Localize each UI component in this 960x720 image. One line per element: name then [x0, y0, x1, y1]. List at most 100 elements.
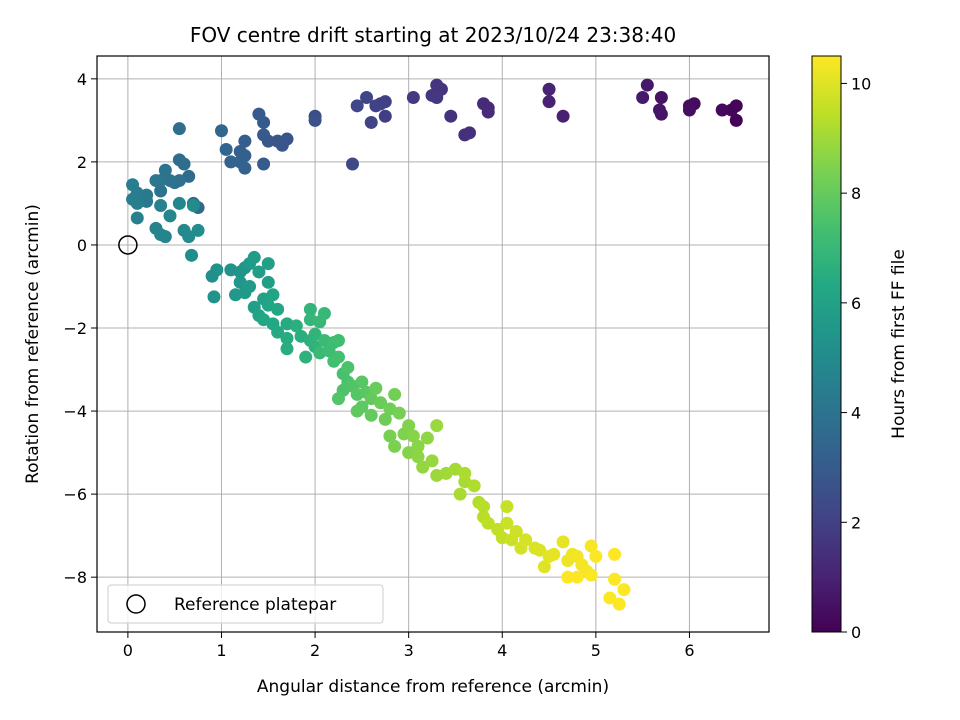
data-point — [224, 155, 238, 169]
x-axis-label: Angular distance from reference (arcmin) — [257, 677, 609, 697]
data-point — [519, 533, 533, 547]
data-point — [130, 211, 144, 225]
y-axis-ticks: −8 −6 −4 −2 0 2 4 — [63, 70, 97, 587]
legend: Reference platepar — [107, 584, 384, 624]
y-tick-label: −4 — [63, 402, 87, 421]
data-point — [210, 263, 224, 277]
data-point — [191, 223, 205, 237]
legend-marker — [126, 594, 146, 614]
data-point — [299, 350, 313, 364]
data-point — [233, 145, 247, 159]
data-point — [402, 419, 416, 433]
data-point — [729, 113, 743, 127]
data-point — [360, 91, 374, 105]
data-point — [261, 275, 275, 289]
y-tick-label: −2 — [63, 319, 87, 338]
data-point — [500, 500, 514, 514]
data-point — [331, 333, 345, 347]
data-point — [411, 450, 425, 464]
grid-lines — [97, 56, 769, 632]
colorbar-ticks: 0 2 4 6 8 10 — [841, 74, 871, 642]
data-point — [341, 360, 355, 374]
colorbar-tick-label: 8 — [851, 184, 861, 203]
colorbar-tick-label: 6 — [851, 294, 861, 313]
x-axis-ticks: 0 1 2 3 4 5 6 — [123, 632, 695, 660]
data-point — [247, 250, 261, 264]
data-point — [172, 153, 186, 167]
data-point — [154, 199, 168, 213]
data-point — [289, 319, 303, 333]
data-point — [207, 290, 221, 304]
data-point — [185, 248, 199, 262]
data-point — [154, 184, 168, 198]
legend-box — [107, 584, 384, 624]
data-point — [420, 431, 434, 445]
legend-entry: Reference platepar — [174, 595, 336, 615]
data-point — [271, 325, 285, 339]
x-tick-label: 0 — [123, 641, 133, 660]
data-point — [252, 265, 266, 279]
data-point — [261, 257, 275, 271]
data-point — [411, 439, 425, 453]
data-point — [369, 381, 383, 395]
data-point — [271, 134, 285, 148]
data-point — [444, 109, 458, 123]
data-point — [383, 429, 397, 443]
data-point — [266, 288, 280, 302]
data-point — [186, 199, 200, 213]
x-tick-label: 6 — [684, 641, 694, 660]
data-point — [130, 196, 144, 210]
data-point — [715, 103, 729, 117]
data-point — [243, 279, 257, 293]
data-point — [682, 103, 696, 117]
data-point — [364, 408, 378, 422]
data-point — [425, 454, 439, 468]
colorbar — [811, 55, 842, 633]
x-tick-label: 5 — [591, 641, 601, 660]
data-point — [257, 157, 271, 171]
data-point — [636, 91, 650, 105]
colorbar-tick-label: 2 — [851, 513, 861, 532]
data-point — [280, 331, 294, 345]
data-point — [608, 547, 622, 561]
data-point — [547, 547, 561, 561]
data-point — [406, 91, 420, 105]
data-point — [350, 404, 364, 418]
data-point — [617, 583, 631, 597]
data-point — [172, 196, 186, 210]
data-point — [149, 174, 163, 188]
chart-title: FOV centre drift starting at 2023/10/24 … — [190, 23, 676, 47]
plot-frame — [96, 55, 770, 633]
data-point — [378, 109, 392, 123]
data-point — [163, 174, 177, 188]
data-point — [257, 128, 271, 142]
data-point — [477, 500, 491, 514]
data-point — [612, 597, 626, 611]
data-point — [374, 97, 388, 111]
x-tick-label: 2 — [310, 641, 320, 660]
data-point — [126, 178, 140, 192]
y-tick-label: 0 — [77, 236, 87, 255]
data-point — [500, 516, 514, 530]
data-point — [346, 157, 360, 171]
data-point — [388, 387, 402, 401]
data-point — [158, 163, 172, 177]
data-point — [308, 327, 322, 341]
data-point — [584, 568, 598, 582]
y-tick-label: −6 — [63, 485, 87, 504]
data-point — [388, 439, 402, 453]
data-point — [652, 103, 666, 117]
data-point — [453, 487, 467, 501]
y-axis-label: Rotation from reference (arcmin) — [23, 204, 43, 484]
data-point — [238, 134, 252, 148]
data-point — [542, 95, 556, 109]
data-point — [308, 113, 322, 127]
x-tick-label: 4 — [497, 641, 507, 660]
data-point — [640, 78, 654, 92]
data-point — [280, 342, 294, 356]
data-point — [570, 570, 584, 584]
data-point — [654, 91, 668, 105]
y-tick-label: −8 — [63, 568, 87, 587]
data-point — [158, 230, 172, 244]
data-point — [481, 105, 495, 119]
